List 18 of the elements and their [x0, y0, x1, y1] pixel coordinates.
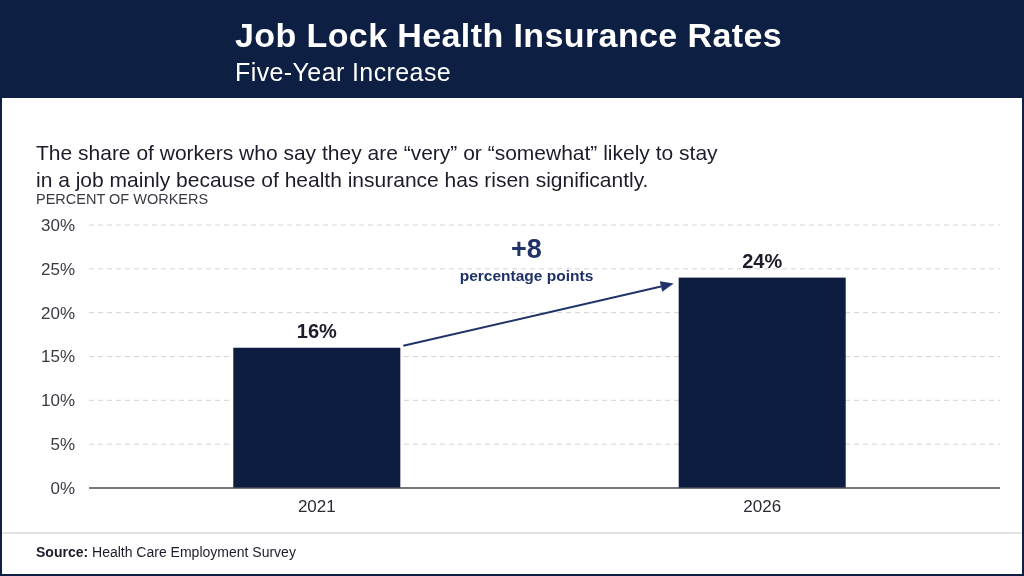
chart-subtitle: Five-Year Increase: [235, 58, 452, 86]
y-tick-label: 10%: [40, 391, 75, 411]
text: The share of workers who say they are “very” or “somewhat” likely to stay in a job mainly because of health insurance has risen significantly.: [36, 141, 719, 191]
chart-title: Job Lock Health Insurance Rates: [235, 16, 783, 54]
y-tick-label: 30%: [40, 215, 75, 235]
y-axis-title: PERCENT OF WORKERS: [36, 191, 209, 207]
annotation: percentage points: [459, 267, 594, 284]
source-note: Source: Health Care Employment Survey: [36, 544, 296, 560]
y-tick-label: 25%: [40, 259, 75, 279]
y-tick-label: 0%: [50, 478, 75, 498]
annotation: +8: [511, 234, 542, 264]
x-tick-label: 2021: [297, 497, 336, 517]
y-tick-label: 5%: [50, 435, 75, 455]
y-tick-label: 15%: [40, 347, 75, 367]
data-label: 16%: [296, 319, 338, 342]
y-tick-label: 20%: [40, 303, 75, 323]
x-tick-label: 2026: [743, 497, 782, 517]
data-label: 24%: [742, 249, 783, 272]
